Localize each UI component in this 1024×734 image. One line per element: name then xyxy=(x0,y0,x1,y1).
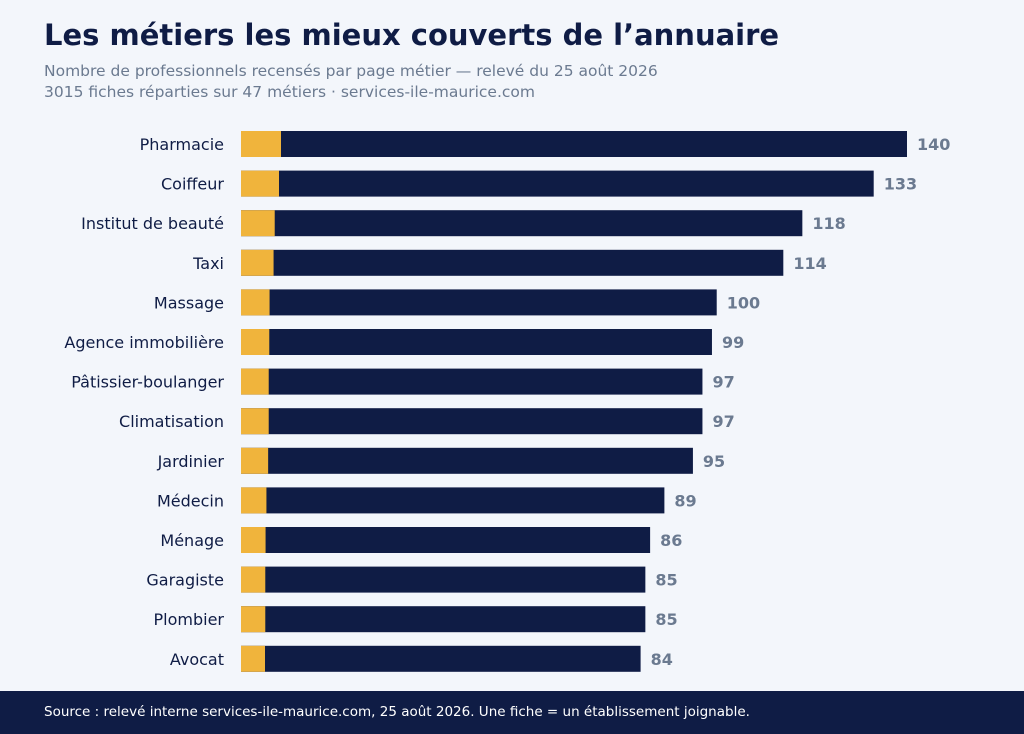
category-label: Climatisation xyxy=(119,412,224,431)
footer: Source : relevé interne services-ile-mau… xyxy=(0,691,1024,734)
bar xyxy=(241,645,641,672)
value-label: 118 xyxy=(812,214,845,233)
bar xyxy=(241,527,651,553)
value-label: 133 xyxy=(884,175,917,194)
bar xyxy=(241,447,693,474)
bar-accent xyxy=(241,329,270,355)
bar-group: Taxi 114 xyxy=(192,249,827,276)
category-label: Avocat xyxy=(170,650,224,669)
bar-accent xyxy=(241,210,275,237)
value-label: 97 xyxy=(712,373,734,392)
value-label: 95 xyxy=(703,452,725,471)
bar-group: Plombier 85 xyxy=(154,606,678,633)
value-label: 114 xyxy=(793,254,826,273)
bar-accent xyxy=(241,368,269,395)
bar-accent xyxy=(241,487,267,514)
category-label: Massage xyxy=(154,293,224,312)
category-label: Taxi xyxy=(192,254,224,273)
value-label: 85 xyxy=(655,571,677,590)
value-label: 99 xyxy=(722,333,744,352)
category-label: Pharmacie xyxy=(140,135,224,154)
chart-title: Les métiers les mieux couverts de l’annu… xyxy=(44,18,780,52)
bar-group: Institut de beauté 118 xyxy=(81,210,846,237)
bar-accent xyxy=(241,249,274,276)
bar-accent xyxy=(241,131,281,157)
category-label: Garagiste xyxy=(146,571,224,590)
bar-group: Coiffeur 133 xyxy=(161,170,917,197)
value-label: 100 xyxy=(727,293,760,312)
bar xyxy=(241,566,646,593)
bar xyxy=(241,606,646,633)
category-label: Ménage xyxy=(160,531,224,550)
bar xyxy=(241,289,717,316)
value-label: 89 xyxy=(674,491,696,510)
bar-accent xyxy=(241,289,270,316)
bar-accent xyxy=(241,645,265,672)
bar-accent xyxy=(241,606,266,633)
bar-group: Jardinier 95 xyxy=(157,447,725,474)
bar-accent xyxy=(241,566,266,593)
bar xyxy=(241,131,907,157)
subtitle-line-1: Nombre de professionnels recensés par pa… xyxy=(44,62,658,80)
category-label: Agence immobilière xyxy=(64,333,224,352)
bar xyxy=(241,368,703,395)
bar-group: Agence immobilière 99 xyxy=(64,329,744,355)
value-label: 86 xyxy=(660,531,682,550)
bar-accent xyxy=(241,527,266,553)
bar xyxy=(241,408,703,435)
bar-chart: Pharmacie 140 Coiffeur 133 Institut de beaut… xyxy=(64,131,950,672)
bar-group: Ménage 86 xyxy=(160,527,682,553)
bar-accent xyxy=(241,447,269,474)
bar-group: Climatisation 97 xyxy=(119,408,735,435)
bar xyxy=(241,249,784,276)
subtitle-line-2: 3015 fiches réparties sur 47 métiers · s… xyxy=(44,83,535,101)
bar xyxy=(241,329,712,355)
value-label: 85 xyxy=(655,610,677,629)
bar-accent xyxy=(241,170,279,197)
chart-subtitle: Nombre de professionnels recensés par pa… xyxy=(44,61,658,103)
bar xyxy=(241,487,665,514)
value-label: 140 xyxy=(917,135,950,154)
category-label: Plombier xyxy=(154,610,225,629)
value-label: 84 xyxy=(651,650,673,669)
bar-group: Médecin 89 xyxy=(157,487,697,514)
value-label: 97 xyxy=(712,412,734,431)
category-label: Institut de beauté xyxy=(81,214,224,233)
bar-group: Pharmacie 140 xyxy=(140,131,950,157)
bar-accent xyxy=(241,408,269,435)
category-label: Médecin xyxy=(157,491,224,510)
bar xyxy=(241,210,803,237)
source-note: Source : relevé interne services-ile-mau… xyxy=(44,704,750,720)
bar-group: Garagiste 85 xyxy=(146,566,678,593)
bar-group: Pâtissier-boulanger 97 xyxy=(71,368,735,395)
bar-group: Massage 100 xyxy=(154,289,760,316)
category-label: Pâtissier-boulanger xyxy=(71,373,224,392)
bar-group: Avocat 84 xyxy=(170,645,673,672)
category-label: Coiffeur xyxy=(161,175,224,194)
category-label: Jardinier xyxy=(157,452,225,471)
bar xyxy=(241,170,874,197)
